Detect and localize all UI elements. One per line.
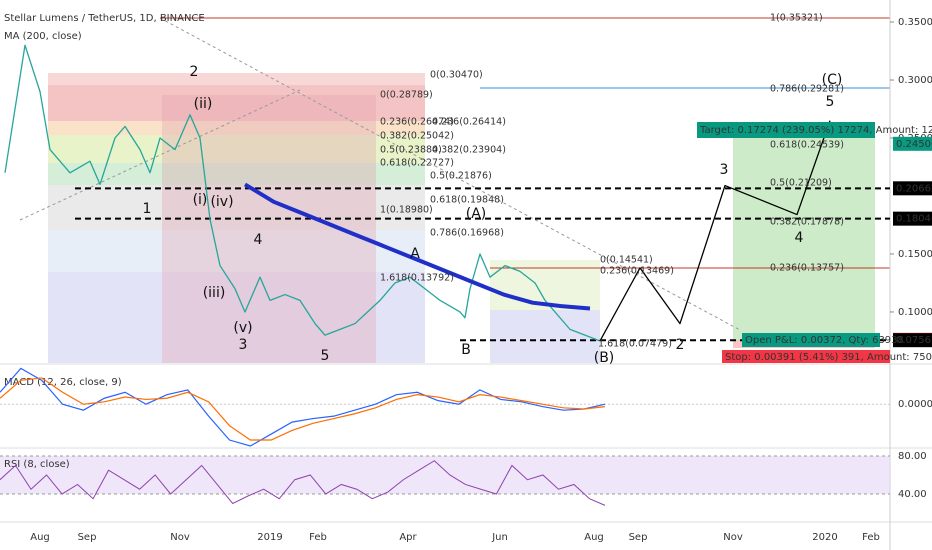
wave-label: 5 <box>321 348 330 364</box>
fib-label: 0.5(0.23884) <box>380 145 442 156</box>
x-tick-label: Aug <box>584 532 604 543</box>
fib-label: 0.786(0.16968) <box>430 228 504 239</box>
price-badge <box>893 136 932 151</box>
wave-label: 1 <box>143 201 152 217</box>
fib-label: 0.5(0.21876) <box>430 171 492 182</box>
indicator-label: MA (200, close) <box>4 31 82 42</box>
stop-box <box>722 350 890 363</box>
chart-title: Stellar Lumens / TetherUS, 1D, BINANCE <box>4 13 205 24</box>
fib-label: 0.618(0.19848) <box>430 195 504 206</box>
zone <box>48 73 425 85</box>
target-box <box>697 122 875 138</box>
x-tick-label: Sep <box>629 532 648 543</box>
fib-label: 0.382(0.25042) <box>380 131 454 142</box>
wave-label: (iii) <box>203 285 226 301</box>
zone <box>48 85 425 121</box>
pnl-box <box>742 333 880 347</box>
trend-line <box>159 17 741 331</box>
fib-label: 1.618(0.07479) <box>598 339 672 350</box>
fib-label: 0(0.30470) <box>430 70 483 81</box>
stop-label: Stop: 0.00391 (5.41%) 391, Amount: 750 <box>725 352 932 363</box>
macd-line <box>0 377 606 441</box>
target-zone <box>733 137 875 340</box>
wave-label: 2 <box>190 64 199 80</box>
wave-label: (B) <box>594 350 615 366</box>
x-tick-label: Apr <box>399 532 417 543</box>
wave-label: 4 <box>795 230 804 246</box>
zone <box>490 310 600 363</box>
fib-label: 0.236(0.13469) <box>600 266 674 277</box>
fib-label: 0.382(0.23904) <box>432 145 506 156</box>
wave-label: 4 <box>254 232 263 248</box>
fib-label: 0.382(0.17878) <box>770 217 844 228</box>
fib-label: 1(0.18980) <box>380 205 433 216</box>
price-badge-label: 0.18046 <box>896 214 932 225</box>
wave-label: 3 <box>239 337 248 353</box>
wave-label: (v) <box>233 320 252 336</box>
fib-label: 0.236(0.26414) <box>432 117 506 128</box>
series-line <box>243 182 591 311</box>
rsi-title: RSI (8, close) <box>4 459 70 470</box>
price-badge-label: 0.20662 <box>896 183 932 194</box>
fib-label: 0.236(0.13757) <box>770 263 844 274</box>
fib-label: 0.618(0.24539) <box>770 140 844 151</box>
x-tick-label: Feb <box>309 532 327 543</box>
zone <box>48 185 425 230</box>
wave-label: 5 <box>826 94 835 110</box>
wave-label: (A) <box>466 206 487 222</box>
x-tick-label: Nov <box>170 532 190 543</box>
fib-label: 0.236(0.26474) <box>380 117 454 128</box>
wave-label: B <box>461 342 471 358</box>
zone <box>48 121 425 135</box>
fib-label: 1(0.35321) <box>770 13 823 24</box>
price-badge <box>893 211 932 226</box>
fib-label: 1.618(0.13792) <box>380 273 454 284</box>
macd-title: MACD (12, 26, close, 9) <box>4 377 122 388</box>
x-tick-label: 2019 <box>257 532 282 543</box>
series-line <box>599 120 831 342</box>
macd-line <box>0 367 606 447</box>
wave-label: (C) <box>822 72 843 88</box>
fib-label: 0.786(0.29281) <box>770 84 844 95</box>
y-tick-label: 0.00000 <box>898 399 932 410</box>
y-tick-label: 40.00 <box>898 489 927 500</box>
wave-label: A <box>410 246 420 262</box>
x-tick-label: Jun <box>491 532 508 543</box>
y-tick-label: 80.00 <box>898 451 927 462</box>
x-tick-label: Nov <box>723 532 743 543</box>
price-badge <box>893 181 932 196</box>
pnl-label: Open P&L: 0.00372, Qty: 63938 <box>745 335 904 346</box>
price-badge-label: 0.07567 <box>896 335 932 346</box>
rsi-band <box>0 456 890 494</box>
series-line <box>4 44 601 342</box>
wave-label: 2 <box>676 337 685 353</box>
x-tick-label: Aug <box>30 532 50 543</box>
fib-label: 0(0.28789) <box>380 90 433 101</box>
rsi-line <box>0 460 606 506</box>
wave-label: (iv) <box>210 194 233 210</box>
x-tick-label: 2020 <box>812 532 837 543</box>
target-label: Target: 0.17274 (239.05%) 17274, Amount:… <box>699 125 932 136</box>
fib-label: 0(0.14541) <box>600 255 653 266</box>
x-tick-label: Feb <box>862 532 880 543</box>
zone <box>48 163 425 185</box>
wave-label: (ii) <box>194 96 213 112</box>
wave-label: 3 <box>720 162 729 178</box>
price-badge <box>893 333 932 348</box>
x-tick-label: Sep <box>78 532 97 543</box>
fib-label: 0.618(0.22727) <box>380 158 454 169</box>
fib-label: 0.5(0.21209) <box>770 178 832 189</box>
wave-label: (i) <box>193 192 208 208</box>
y-tick-label: 0.10000 <box>898 307 932 318</box>
